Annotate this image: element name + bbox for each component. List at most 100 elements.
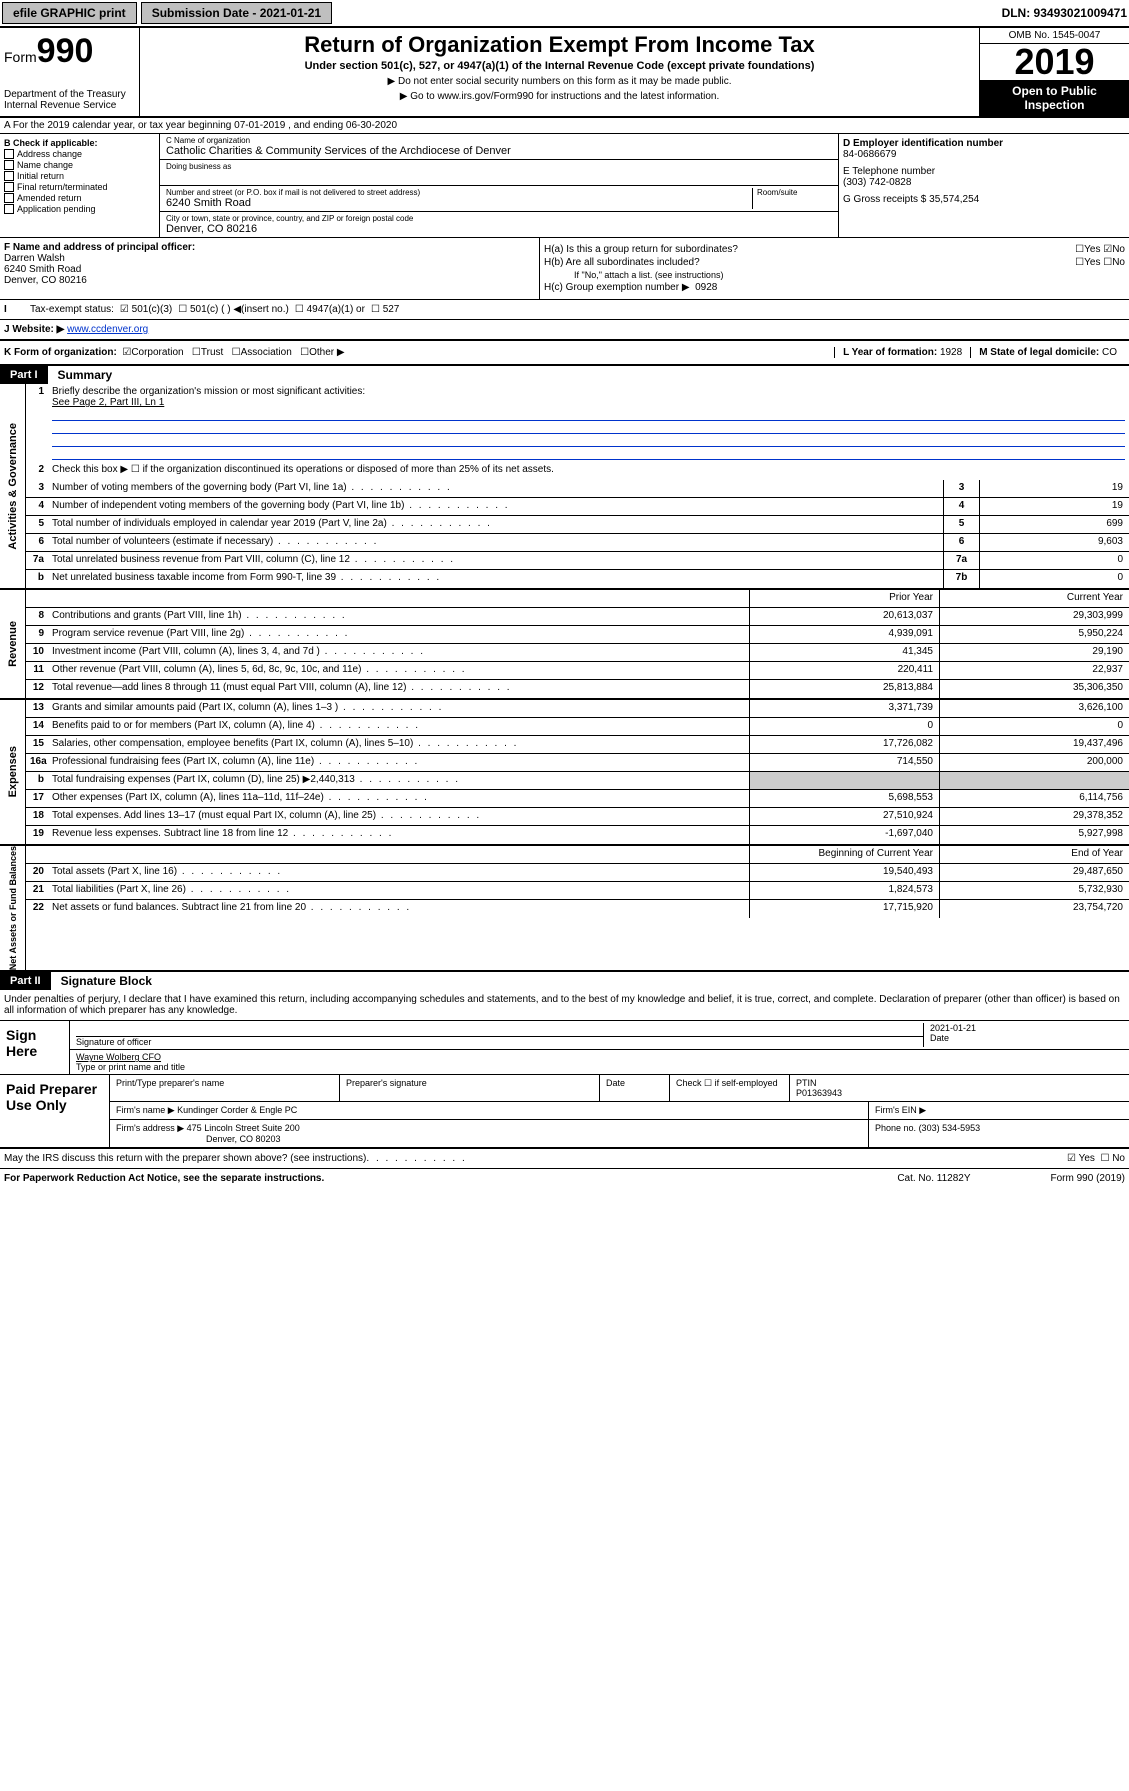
officer-label: F Name and address of principal officer: bbox=[4, 242, 535, 253]
note-link: ▶ Go to www.irs.gov/Form990 for instruct… bbox=[148, 91, 971, 102]
checkbox-application-pending[interactable] bbox=[4, 204, 14, 214]
table-row: Total expenses. Add lines 13–17 (must eq… bbox=[48, 808, 749, 825]
hb-label: H(b) Are all subordinates included? bbox=[544, 257, 700, 268]
table-row: Total revenue—add lines 8 through 11 (mu… bbox=[48, 680, 749, 698]
phone-value: (303) 742-0828 bbox=[843, 177, 1125, 188]
expenses-label: Expenses bbox=[0, 700, 26, 844]
form-footer: Form 990 (2019) bbox=[1051, 1173, 1125, 1184]
street-address: 6240 Smith Road bbox=[166, 197, 752, 209]
discuss-question: May the IRS discuss this return with the… bbox=[4, 1153, 366, 1164]
part2-num: Part II bbox=[0, 973, 51, 989]
end-year-header: End of Year bbox=[939, 846, 1129, 863]
declaration-text: Under penalties of perjury, I declare th… bbox=[0, 990, 1129, 1021]
officer-addr1: 6240 Smith Road bbox=[4, 264, 535, 275]
line1-val: See Page 2, Part III, Ln 1 bbox=[52, 397, 1125, 408]
dln-label: DLN: 93493021009471 bbox=[1002, 6, 1127, 20]
table-row: Other revenue (Part VIII, column (A), li… bbox=[48, 662, 749, 679]
submission-date-badge: Submission Date - 2021-01-21 bbox=[141, 2, 332, 24]
table-row: Number of voting members of the governin… bbox=[48, 480, 943, 497]
name-title-label: Type or print name and title bbox=[76, 1062, 185, 1072]
table-row: Total liabilities (Part X, line 26) bbox=[48, 882, 749, 899]
ein-value: 84-0686679 bbox=[843, 149, 1125, 160]
line1-desc: Briefly describe the organization's miss… bbox=[52, 386, 1125, 397]
room-label: Room/suite bbox=[757, 188, 832, 197]
note-ssn: ▶ Do not enter social security numbers o… bbox=[148, 76, 971, 87]
website-label: J Website: ▶ bbox=[4, 324, 64, 335]
firm-address: 475 Lincoln Street Suite 200 bbox=[187, 1123, 300, 1133]
table-row: Revenue less expenses. Subtract line 18 … bbox=[48, 826, 749, 844]
form-title: Return of Organization Exempt From Incom… bbox=[148, 32, 971, 58]
current-year-header: Current Year bbox=[939, 590, 1129, 607]
checkbox-initial-return[interactable] bbox=[4, 171, 14, 181]
paid-preparer-label: Paid Preparer Use Only bbox=[0, 1075, 110, 1147]
dba-label: Doing business as bbox=[166, 162, 832, 171]
firm-ein-label: Firm's EIN ▶ bbox=[869, 1102, 1129, 1119]
checkbox-address-change[interactable] bbox=[4, 149, 14, 159]
table-row: Total number of volunteers (estimate if … bbox=[48, 534, 943, 551]
phone-label: E Telephone number bbox=[843, 166, 1125, 177]
table-row: Total number of individuals employed in … bbox=[48, 516, 943, 533]
form-subtitle: Under section 501(c), 527, or 4947(a)(1)… bbox=[148, 60, 971, 72]
table-row: Net unrelated business taxable income fr… bbox=[48, 570, 943, 588]
org-name-label: C Name of organization bbox=[166, 136, 832, 145]
ein-label: D Employer identification number bbox=[843, 138, 1125, 149]
officer-addr2: Denver, CO 80216 bbox=[4, 275, 535, 286]
revenue-label: Revenue bbox=[0, 590, 26, 698]
checkbox-name-change[interactable] bbox=[4, 160, 14, 170]
table-row: Total unrelated business revenue from Pa… bbox=[48, 552, 943, 569]
begin-year-header: Beginning of Current Year bbox=[749, 846, 939, 863]
org-name: Catholic Charities & Community Services … bbox=[166, 145, 832, 157]
table-row: Program service revenue (Part VIII, line… bbox=[48, 626, 749, 643]
checkbox-final-return[interactable] bbox=[4, 182, 14, 192]
cat-number: Cat. No. 11282Y bbox=[897, 1173, 970, 1184]
table-row: Investment income (Part VIII, column (A)… bbox=[48, 644, 749, 661]
tax-exempt-label: Tax-exempt status: bbox=[30, 304, 114, 315]
hc-value: 0928 bbox=[695, 282, 717, 293]
part1-num: Part I bbox=[0, 367, 48, 383]
table-row: Total assets (Part X, line 16) bbox=[48, 864, 749, 881]
tax-year: 2019 bbox=[980, 44, 1129, 80]
sign-here-label: Sign Here bbox=[0, 1021, 70, 1074]
line2-desc: Check this box ▶ ☐ if the organization d… bbox=[48, 462, 1129, 480]
table-row: Contributions and grants (Part VIII, lin… bbox=[48, 608, 749, 625]
netassets-label: Net Assets or Fund Balances bbox=[0, 846, 26, 970]
governance-label: Activities & Governance bbox=[0, 384, 26, 588]
table-row: Grants and similar amounts paid (Part IX… bbox=[48, 700, 749, 717]
row-a-tax-year: A For the 2019 calendar year, or tax yea… bbox=[0, 118, 1129, 134]
pra-notice: For Paperwork Reduction Act Notice, see … bbox=[4, 1173, 324, 1184]
sig-date: 2021-01-21 bbox=[930, 1023, 1123, 1033]
addr-label: Number and street (or P.O. box if mail i… bbox=[166, 188, 752, 197]
hc-label: H(c) Group exemption number ▶ bbox=[544, 282, 690, 293]
checkbox-amended-return[interactable] bbox=[4, 193, 14, 203]
preparer-sig-header: Preparer's signature bbox=[340, 1075, 600, 1101]
gross-receipts-label: G Gross receipts $ bbox=[843, 194, 926, 205]
officer-printed-name: Wayne Wolberg CFO bbox=[76, 1052, 185, 1062]
table-row: Professional fundraising fees (Part IX, … bbox=[48, 754, 749, 771]
self-employed-check: Check ☐ if self-employed bbox=[670, 1075, 790, 1101]
table-row: Salaries, other compensation, employee b… bbox=[48, 736, 749, 753]
officer-name: Darren Walsh bbox=[4, 253, 535, 264]
firm-phone: (303) 534-5953 bbox=[919, 1123, 981, 1133]
open-public-badge: Open to Public Inspection bbox=[980, 80, 1129, 116]
hb-note: If "No," attach a list. (see instruction… bbox=[544, 270, 1125, 280]
form-number: Form990 bbox=[4, 32, 135, 71]
box-b-title: B Check if applicable: bbox=[4, 138, 155, 148]
part1-title: Summary bbox=[48, 366, 1129, 384]
part2-title: Signature Block bbox=[51, 972, 1129, 990]
department-label: Department of the Treasury Internal Reve… bbox=[4, 89, 135, 111]
ha-label: H(a) Is this a group return for subordin… bbox=[544, 244, 738, 255]
gross-receipts-value: 35,574,254 bbox=[929, 194, 979, 205]
website-link[interactable]: www.ccdenver.org bbox=[67, 324, 148, 335]
sig-date-label: Date bbox=[930, 1033, 1123, 1043]
table-row: Total fundraising expenses (Part IX, col… bbox=[48, 772, 749, 789]
table-row: Net assets or fund balances. Subtract li… bbox=[48, 900, 749, 918]
table-row: Benefits paid to or for members (Part IX… bbox=[48, 718, 749, 735]
city-state-zip: Denver, CO 80216 bbox=[166, 223, 832, 235]
city-label: City or town, state or province, country… bbox=[166, 214, 832, 223]
prior-year-header: Prior Year bbox=[749, 590, 939, 607]
sig-officer-label: Signature of officer bbox=[76, 1037, 923, 1047]
firm-name: Kundinger Corder & Engle PC bbox=[177, 1105, 297, 1115]
preparer-date-header: Date bbox=[600, 1075, 670, 1101]
efile-print-button[interactable]: efile GRAPHIC print bbox=[2, 2, 137, 24]
ptin-value: P01363943 bbox=[796, 1088, 1123, 1098]
